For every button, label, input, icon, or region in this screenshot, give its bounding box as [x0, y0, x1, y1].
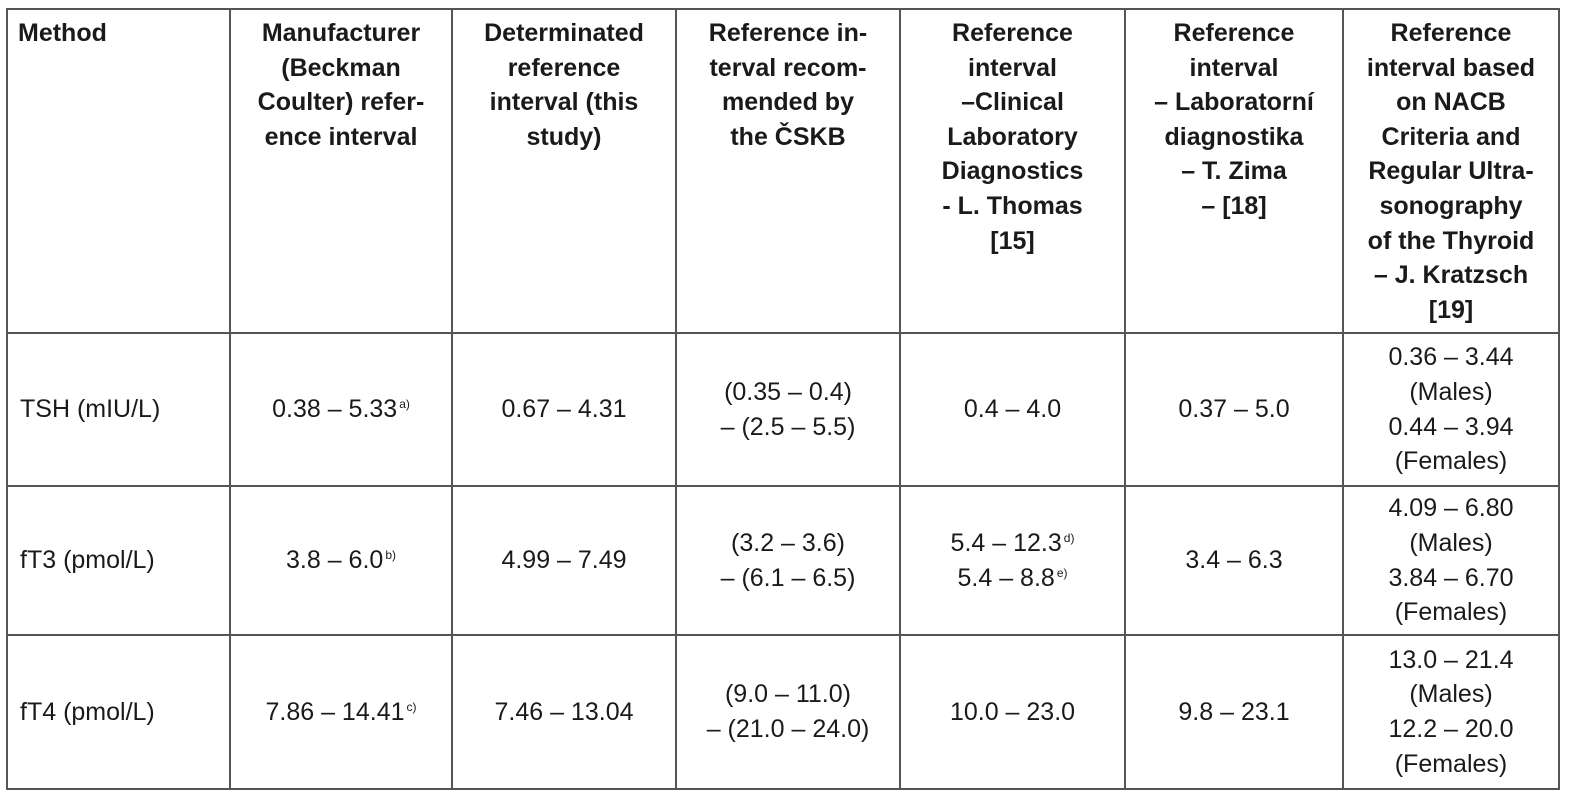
cell-thomas: 5.4 – 12.3 d) 5.4 – 8.8 e) — [899, 485, 1126, 636]
header-determined: Determinated reference interval (this st… — [451, 8, 677, 334]
cell-method: TSH (mIU/L) — [6, 332, 231, 487]
footnote-marker: e) — [1056, 565, 1068, 580]
cell-determined: 4.99 – 7.49 — [451, 485, 677, 636]
cell-manufacturer: 3.8 – 6.0 b) — [229, 485, 453, 636]
cell-thomas: 10.0 – 23.0 — [899, 634, 1126, 790]
table-row-tsh: TSH (mIU/L) 0.38 – 5.33 a) 0.67 – 4.31 (0… — [6, 332, 1560, 487]
table-row-ft4: fT4 (pmol/L) 7.86 – 14.41 c) 7.46 – 13.04… — [6, 634, 1560, 790]
cell-determined: 7.46 – 13.04 — [451, 634, 677, 790]
cell-kratzsch: 13.0 – 21.4 (Males) 12.2 – 20.0 (Females… — [1342, 634, 1560, 790]
footnote-marker: b) — [385, 548, 396, 563]
cell-zima: 3.4 – 6.3 — [1124, 485, 1344, 636]
header-thomas: Reference interval –Clinical Laboratory … — [899, 8, 1126, 334]
table-row-ft3: fT3 (pmol/L) 3.8 – 6.0 b) 4.99 – 7.49 (3.… — [6, 485, 1560, 636]
cell-cskb: (9.0 – 11.0) – (21.0 – 24.0) — [675, 634, 901, 790]
header-cskb: Reference in- terval recom- mended by th… — [675, 8, 901, 334]
footnote-marker: c) — [406, 699, 417, 714]
cell-kratzsch: 0.36 – 3.44 (Males) 0.44 – 3.94 (Females… — [1342, 332, 1560, 487]
cell-zima: 0.37 – 5.0 — [1124, 332, 1344, 487]
cell-method: fT3 (pmol/L) — [6, 485, 231, 636]
footnote-marker: d) — [1063, 530, 1075, 545]
cell-manufacturer: 7.86 – 14.41 c) — [229, 634, 453, 790]
header-row: Method Manufacturer (Beckman Coulter) re… — [6, 8, 1560, 334]
header-zima: Reference interval – Laboratorní diagnos… — [1124, 8, 1344, 334]
footnote-marker: a) — [399, 397, 410, 412]
cell-cskb: (3.2 – 3.6) – (6.1 – 6.5) — [675, 485, 901, 636]
header-kratzsch: Reference interval based on NACB Criteri… — [1342, 8, 1560, 334]
reference-interval-table: Method Manufacturer (Beckman Coulter) re… — [6, 8, 1560, 790]
cell-zima: 9.8 – 23.1 — [1124, 634, 1344, 790]
cell-method: fT4 (pmol/L) — [6, 634, 231, 790]
cell-determined: 0.67 – 4.31 — [451, 332, 677, 487]
header-method: Method — [6, 8, 231, 334]
cell-cskb: (0.35 – 0.4) – (2.5 – 5.5) — [675, 332, 901, 487]
header-manufacturer: Manufacturer (Beckman Coulter) refer- en… — [229, 8, 453, 334]
cell-thomas: 0.4 – 4.0 — [899, 332, 1126, 487]
cell-manufacturer: 0.38 – 5.33 a) — [229, 332, 453, 487]
cell-kratzsch: 4.09 – 6.80 (Males) 3.84 – 6.70 (Females… — [1342, 485, 1560, 636]
